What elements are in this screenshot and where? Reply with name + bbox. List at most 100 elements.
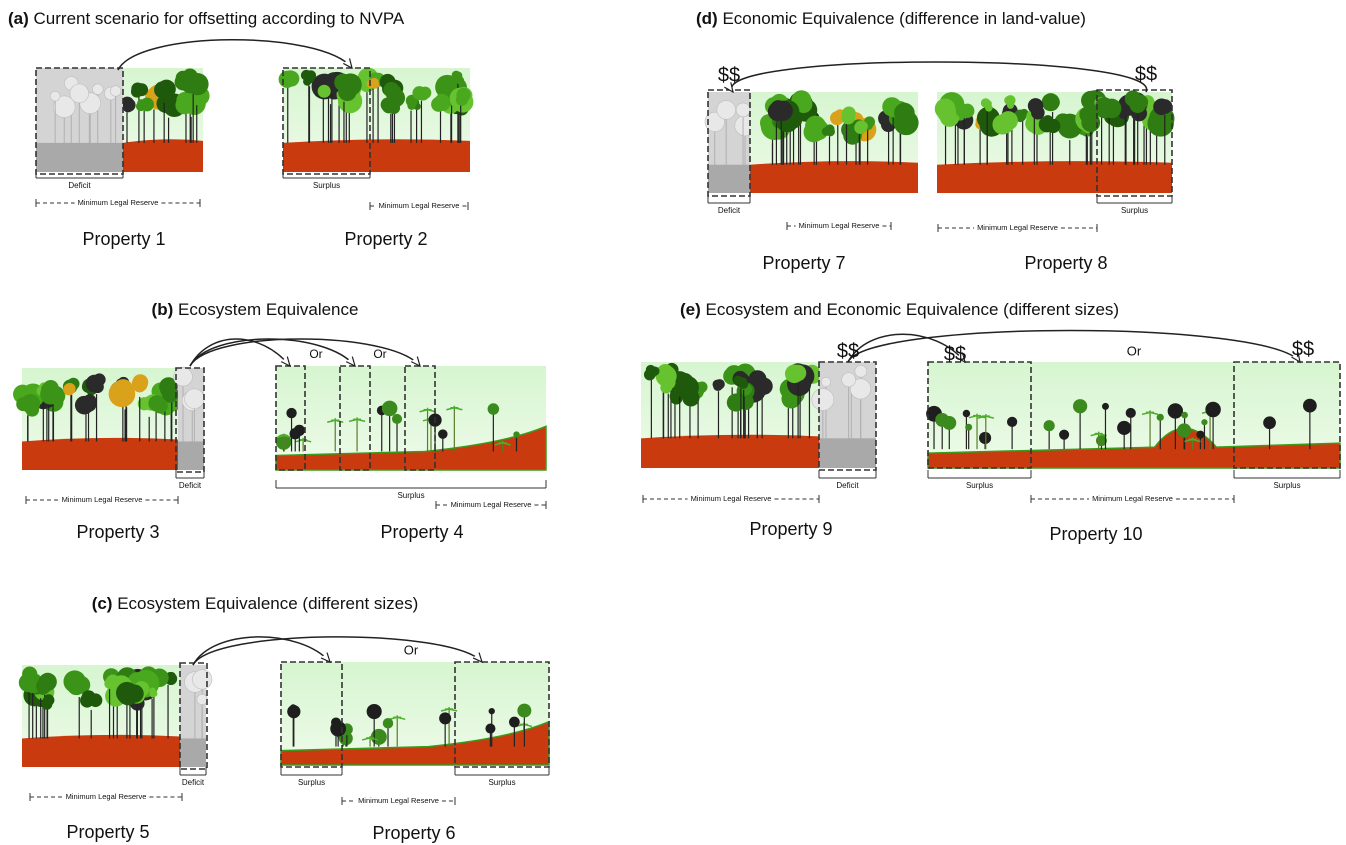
ghost-crown	[92, 83, 104, 95]
reserve-label: Minimum Legal Reserve	[977, 223, 1058, 232]
panel-label: (c)	[92, 594, 113, 613]
crown	[1079, 106, 1095, 123]
crown	[1117, 420, 1132, 435]
crown	[732, 395, 746, 409]
crown	[63, 383, 75, 396]
frond	[502, 442, 511, 446]
crown	[131, 375, 148, 392]
crown	[283, 70, 298, 85]
crown	[1015, 109, 1026, 120]
price-label: $$	[1292, 338, 1314, 360]
price-label: $$	[1135, 63, 1157, 85]
ground	[123, 139, 203, 172]
reserve-label: Minimum Legal Reserve	[66, 792, 147, 801]
reserve-label: Minimum Legal Reserve	[451, 500, 532, 509]
ghost-crown	[704, 111, 725, 132]
crown	[1072, 399, 1088, 414]
crown	[289, 427, 301, 440]
ghost-crown	[820, 376, 832, 388]
overlay: (a) Current scenario for offsetting acco…	[8, 9, 1341, 843]
crown	[458, 95, 468, 105]
ground	[641, 434, 819, 468]
offset-arrow	[189, 338, 356, 368]
area-label: Deficit	[179, 481, 202, 490]
frond	[448, 708, 458, 712]
crown	[488, 707, 495, 715]
selection-box	[1233, 361, 1341, 469]
crown	[1201, 419, 1208, 426]
crown	[998, 111, 1018, 131]
price-label: $$	[718, 64, 740, 86]
area-label: Deficit	[182, 778, 205, 787]
deficit-scene	[704, 92, 756, 193]
crown	[317, 84, 331, 98]
cleared-ground	[36, 142, 123, 172]
crown	[108, 380, 136, 408]
property-name: Property 6	[372, 823, 455, 843]
crown	[805, 115, 826, 137]
crown	[894, 102, 915, 124]
panel-title: (c) Ecosystem Equivalence (different siz…	[92, 594, 419, 613]
crown	[324, 77, 333, 86]
selection-box	[454, 661, 550, 768]
offset-arrow	[724, 61, 1147, 94]
crown	[85, 374, 104, 393]
selection-box	[1096, 89, 1173, 197]
reserve-label: Minimum Legal Reserve	[62, 495, 143, 504]
offset-arrow	[117, 39, 353, 71]
cleared-ground	[708, 164, 750, 193]
area-label: Surplus	[397, 491, 424, 500]
crown	[366, 703, 382, 720]
savanna-scene	[280, 662, 550, 766]
forest-scene	[18, 665, 180, 767]
crown	[385, 84, 402, 101]
panel-title-text: Current scenario for offsetting accordin…	[34, 9, 405, 28]
ground	[750, 161, 918, 193]
ghost-crown	[196, 693, 208, 706]
area-label: Surplus	[298, 778, 325, 787]
area-label: Surplus	[488, 778, 515, 787]
crown	[789, 364, 807, 382]
forest-scene	[750, 90, 919, 193]
area-label: Surplus	[966, 481, 993, 490]
crown	[16, 397, 31, 412]
offset-arrow	[189, 338, 421, 368]
crown	[678, 380, 699, 401]
crown	[38, 680, 51, 692]
panel-label: (a)	[8, 9, 29, 28]
forest-scene	[641, 362, 822, 468]
ground	[275, 425, 547, 471]
crown	[1181, 411, 1188, 419]
selection-box	[818, 361, 877, 471]
crown	[439, 712, 452, 725]
crown	[1059, 429, 1070, 440]
ghost-crown	[735, 102, 751, 118]
crown	[381, 99, 396, 114]
crown	[135, 83, 149, 97]
crown	[1167, 403, 1184, 419]
crown	[767, 101, 788, 122]
reserve-label: Minimum Legal Reserve	[358, 796, 439, 805]
reserve-label: Minimum Legal Reserve	[691, 494, 772, 503]
forest-scene	[278, 68, 474, 172]
crown	[1205, 401, 1221, 418]
or-label: Or	[1127, 343, 1142, 358]
crown	[304, 76, 312, 84]
crown	[160, 88, 175, 104]
crown	[1156, 413, 1164, 421]
crown	[978, 431, 992, 445]
property-name: Property 1	[82, 229, 165, 249]
selection-box	[280, 661, 343, 768]
crown	[737, 377, 748, 387]
ghost-crown	[716, 100, 736, 120]
deficit-scene	[811, 362, 876, 468]
crown	[1043, 420, 1055, 432]
crown	[179, 71, 202, 94]
panel-label: (e)	[680, 300, 701, 319]
reserve-label: Minimum Legal Reserve	[799, 221, 880, 230]
crown	[1042, 115, 1054, 126]
crown	[517, 703, 532, 718]
crown	[338, 82, 357, 102]
crown	[41, 698, 53, 710]
price-label: $$	[837, 340, 859, 362]
